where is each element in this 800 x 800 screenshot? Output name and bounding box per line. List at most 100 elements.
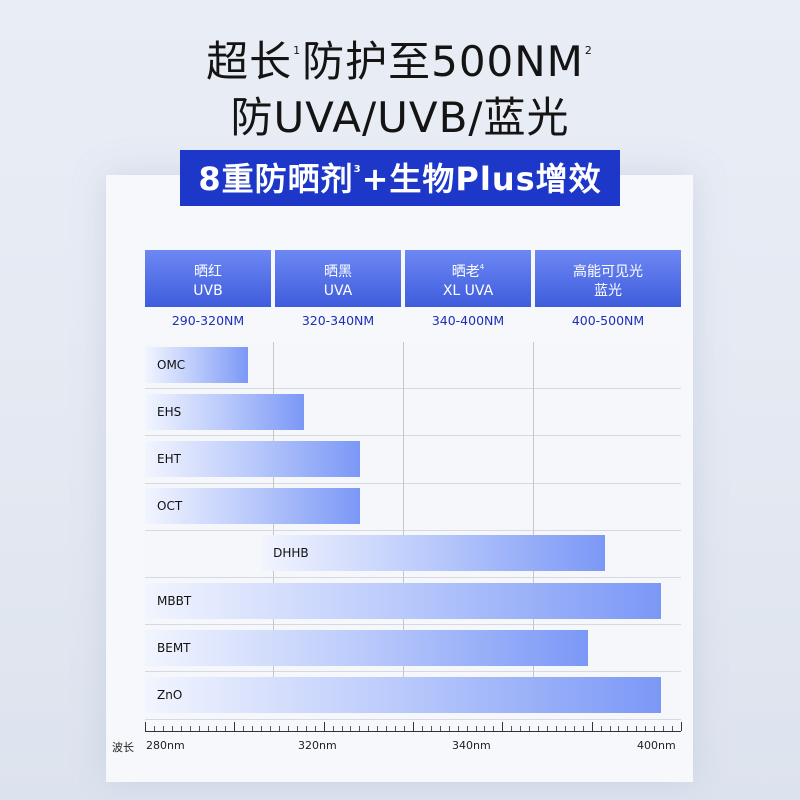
column-range-xl-uva: 340-400NM	[431, 313, 505, 328]
banner-wrap: 8重防晒剂3+生物Plus增效	[0, 150, 800, 206]
x-axis-tick	[153, 726, 155, 731]
bar-label-mbbt: MBBT	[157, 593, 192, 608]
x-axis-tick	[475, 726, 477, 731]
x-axis-tick	[162, 726, 164, 731]
x-axis-tick	[341, 726, 343, 731]
x-axis-tick	[547, 726, 548, 731]
x-axis-tick	[314, 726, 316, 731]
column-divider	[533, 342, 534, 707]
column-title: 晒红	[194, 263, 222, 280]
x-axis-tick	[395, 726, 397, 731]
row-separator	[145, 482, 681, 484]
headline-line-1: 超长1防护至500NM2	[0, 28, 800, 89]
bar-dhhb	[261, 535, 606, 572]
x-axis-tick	[493, 726, 495, 731]
x-axis-tick	[582, 726, 584, 731]
column-subtitle: 蓝光	[594, 282, 622, 299]
row-separator	[145, 624, 681, 626]
x-axis-tick	[663, 726, 665, 731]
column-title: 晒黑	[324, 263, 352, 280]
x-axis-tick	[198, 726, 200, 731]
x-axis-tick	[672, 726, 674, 731]
x-axis-tick	[627, 726, 629, 731]
x-axis-tick	[529, 726, 531, 731]
bar-label-eht: EHT	[157, 452, 181, 466]
x-axis-tick	[305, 726, 307, 731]
x-axis-tick	[296, 726, 298, 731]
x-axis-tick	[270, 726, 272, 731]
column-subtitle: UVB	[193, 282, 223, 299]
x-axis-tick	[171, 726, 173, 731]
x-axis-tick	[502, 722, 504, 731]
bar-omc	[145, 346, 249, 383]
x-axis-tick	[368, 726, 370, 731]
x-axis-tick	[279, 726, 280, 731]
x-axis-line	[145, 731, 681, 732]
column-sup: 4	[479, 262, 485, 271]
x-axis-tick	[350, 726, 352, 731]
x-axis-tick	[225, 726, 227, 731]
x-axis-tick	[645, 726, 647, 731]
x-axis-tick	[377, 726, 379, 731]
x-axis-tick	[555, 726, 557, 731]
bar-eht	[145, 441, 360, 477]
x-axis-tick	[511, 726, 513, 731]
x-axis-tick	[252, 726, 254, 731]
bar-ehs	[145, 393, 305, 430]
x-axis-tick	[654, 726, 656, 731]
x-axis-tick	[145, 722, 146, 731]
row-separator	[145, 435, 681, 437]
x-axis-tick	[386, 726, 388, 731]
x-tick-label-400: 400nm	[637, 739, 676, 752]
x-axis-tick	[216, 726, 218, 731]
column-header-uvb: 晒红 UVB	[145, 250, 271, 307]
x-tick-label-280: 280nm	[146, 739, 185, 752]
x-axis-tick	[332, 726, 334, 731]
x-axis-tick	[448, 726, 450, 731]
row-separator	[145, 718, 681, 720]
x-axis-tick	[591, 722, 593, 731]
x-axis-tick	[359, 726, 361, 731]
bar-label-zno: ZnO	[157, 688, 183, 702]
x-axis-title: 波长	[112, 741, 134, 754]
x-axis-tick	[404, 726, 406, 731]
row-separator	[145, 577, 681, 578]
x-axis-tick	[261, 726, 263, 731]
x-axis-tick	[520, 726, 522, 731]
x-axis-tick	[609, 726, 611, 731]
footnote-2: 2	[584, 44, 593, 57]
footnote-1: 1	[293, 44, 302, 57]
x-tick-label-340: 340nm	[452, 739, 491, 752]
column-subtitle: UVA	[323, 282, 353, 299]
column-range-uva: 320-340NM	[301, 313, 375, 328]
row-separator	[145, 529, 681, 531]
headline-part-1: 超长	[206, 37, 293, 86]
column-divider	[273, 342, 274, 707]
x-axis-tick	[600, 726, 602, 731]
x-tick-label-320: 320nm	[298, 739, 337, 752]
x-axis-tick	[207, 726, 209, 731]
filter-count-banner: 8重防晒剂3+生物Plus增效	[180, 150, 620, 206]
x-axis-tick	[484, 726, 486, 731]
bar-label-dhhb: DHHB	[273, 546, 309, 561]
column-range-uvb: 290-320NM	[171, 313, 245, 328]
column-header-blue-light: 高能可见光 蓝光	[535, 250, 681, 307]
x-axis-tick	[180, 726, 182, 731]
x-axis-tick	[457, 726, 459, 731]
column-title: 高能可见光	[573, 263, 643, 280]
x-axis-tick	[421, 726, 423, 731]
column-header-xl-uva: 晒老4 XL UVA	[405, 250, 531, 307]
x-axis-tick	[430, 726, 432, 731]
x-axis-tick	[439, 726, 441, 731]
footnote-3: 3	[353, 164, 362, 175]
x-axis-tick	[564, 726, 566, 731]
row-separator	[145, 388, 681, 390]
headline-part-2: 防护至500NM	[302, 37, 584, 86]
column-header-uva: 晒黑 UVA	[275, 250, 401, 307]
x-axis-tick	[538, 726, 540, 731]
bar-label-oct: OCT	[157, 499, 183, 514]
x-axis-tick	[618, 726, 620, 731]
x-axis-tick	[234, 722, 236, 731]
column-range-blue-light: 400-500NM	[571, 313, 645, 328]
banner-text-before: 8重防晒剂	[198, 160, 354, 198]
